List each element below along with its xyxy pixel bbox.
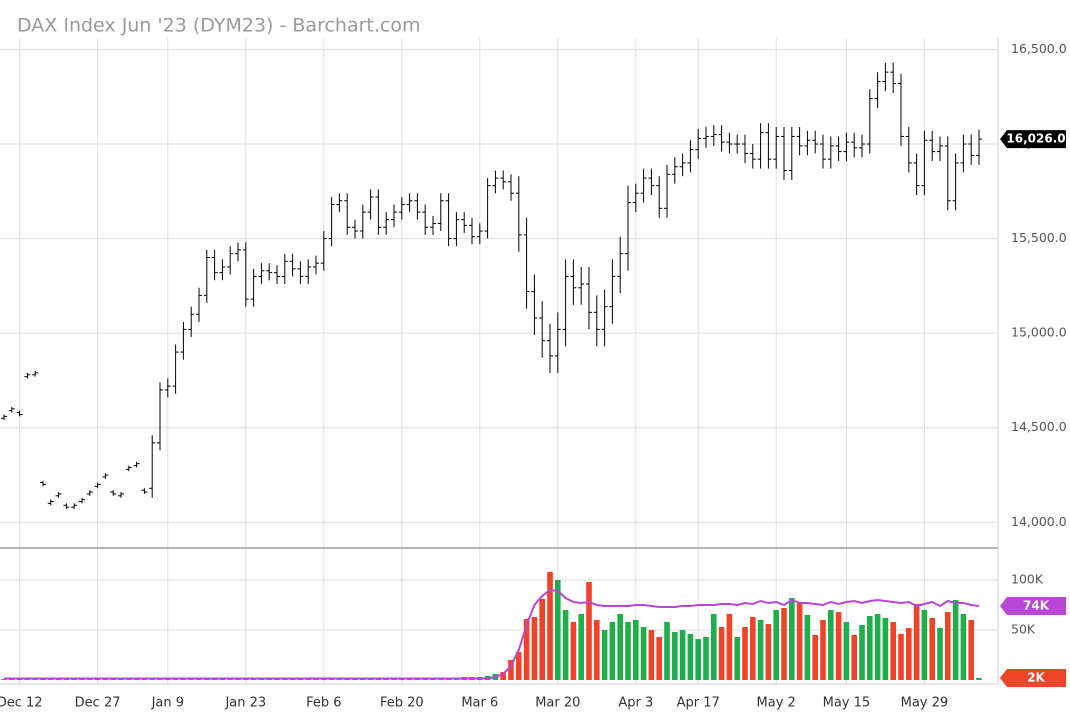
volume-bar xyxy=(789,598,795,680)
volume-bar xyxy=(812,635,818,680)
volume-bar xyxy=(859,625,865,680)
volume-bar xyxy=(960,614,967,680)
y-tick-label: 15,500.0 xyxy=(1011,230,1067,245)
volume-bar xyxy=(976,678,982,680)
volume-bar xyxy=(734,637,740,680)
x-tick-label: Feb 20 xyxy=(380,696,424,711)
volume-bar xyxy=(711,614,717,680)
volume-bar xyxy=(843,622,850,680)
volume-bar xyxy=(781,608,787,680)
x-tick-label: May 29 xyxy=(901,696,949,711)
volume-bar xyxy=(672,632,678,680)
volume-bar xyxy=(796,602,803,680)
volume-bar xyxy=(508,660,514,680)
volume-bar xyxy=(664,622,670,680)
volume-bar xyxy=(531,617,538,680)
volume-bar xyxy=(500,672,506,680)
volume-bar xyxy=(773,610,779,680)
x-tick-label: Dec 27 xyxy=(75,696,121,711)
volume-bar xyxy=(633,620,639,680)
x-tick-label: Dec 12 xyxy=(0,696,43,711)
x-tick-label: Feb 6 xyxy=(306,696,341,711)
chart-title: DAX Index Jun '23 (DYM23) - Barchart.com xyxy=(17,15,420,37)
volume-bar xyxy=(757,620,764,680)
volume-bar xyxy=(609,622,616,680)
x-tick-label: Jan 9 xyxy=(151,696,184,711)
volume-bar xyxy=(820,620,826,680)
volume-bar xyxy=(945,612,951,680)
volume-bar xyxy=(750,617,756,680)
x-tick-label: Apr 3 xyxy=(618,696,653,711)
volume-bar xyxy=(913,604,920,680)
volume-bar xyxy=(835,612,842,680)
volume-bar xyxy=(547,572,553,680)
volume-bar xyxy=(648,630,655,680)
volume-bar xyxy=(882,618,889,680)
x-tick-label: Jan 23 xyxy=(224,696,266,711)
volume-bar xyxy=(828,610,834,680)
volume-bar xyxy=(867,616,873,680)
volume-bar xyxy=(898,634,904,680)
x-tick-label: Mar 6 xyxy=(461,696,498,711)
volume-bar xyxy=(625,622,631,680)
volume-average-line xyxy=(4,588,980,680)
volume-bar xyxy=(570,622,577,680)
volume-bar xyxy=(578,614,584,680)
volume-bar xyxy=(718,627,725,680)
volume-bar xyxy=(921,610,928,680)
volume-bar xyxy=(601,630,608,680)
volume-bar xyxy=(562,610,569,680)
price-badge xyxy=(1000,130,1066,149)
volume-bar xyxy=(656,637,662,680)
x-tick-label: Mar 20 xyxy=(535,696,580,711)
volume-bar xyxy=(952,600,959,680)
y-tick-label: 15,000.0 xyxy=(1011,325,1067,340)
volume-bar xyxy=(539,599,545,680)
volume-bar xyxy=(523,619,530,680)
volume-bar xyxy=(906,628,912,680)
y-tick-label: 100K xyxy=(1011,572,1044,587)
volume-bar xyxy=(968,620,974,680)
volume-bar xyxy=(765,624,772,680)
volume-bar xyxy=(687,634,694,680)
volume-bar xyxy=(804,615,811,680)
x-tick-label: May 15 xyxy=(823,696,871,711)
average-badge xyxy=(1000,597,1066,615)
volume-bar xyxy=(586,582,592,680)
volume-bar xyxy=(555,580,561,680)
volume-bar xyxy=(703,637,709,680)
x-tick-label: May 2 xyxy=(757,696,796,711)
volume-bar xyxy=(695,639,701,680)
y-tick-label: 50K xyxy=(1011,622,1036,637)
volume-bar xyxy=(516,652,522,680)
volume-bar xyxy=(929,618,935,680)
y-tick-label: 14,500.0 xyxy=(1011,419,1067,434)
volume-badge xyxy=(1000,669,1066,687)
volume-bar xyxy=(679,630,686,680)
volume-bar xyxy=(726,614,733,680)
volume-badge-label: 2K xyxy=(1027,671,1045,685)
volume-bar xyxy=(640,627,647,680)
y-tick-label: 16,500.0 xyxy=(1011,41,1067,56)
y-tick-label: 14,000.0 xyxy=(1011,514,1067,529)
volume-bar xyxy=(742,627,748,680)
volume-bar xyxy=(874,614,881,680)
volume-bar xyxy=(890,622,896,680)
average-badge-label: 74K xyxy=(1023,599,1050,613)
x-tick-label: Apr 17 xyxy=(677,696,720,711)
volume-bar xyxy=(851,635,857,680)
volume-bar xyxy=(594,620,600,680)
volume-bar xyxy=(937,628,943,680)
price-badge-label: 16,026.0 xyxy=(1006,132,1065,146)
volume-bar xyxy=(617,614,623,680)
